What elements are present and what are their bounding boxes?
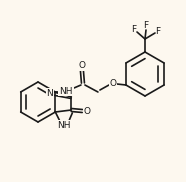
Text: O: O bbox=[109, 78, 116, 88]
Text: N: N bbox=[46, 88, 53, 98]
Text: NH: NH bbox=[58, 120, 71, 130]
Text: NH: NH bbox=[59, 86, 73, 96]
Text: F: F bbox=[132, 25, 137, 35]
Text: F: F bbox=[155, 27, 161, 37]
Text: O: O bbox=[84, 106, 91, 116]
Text: O: O bbox=[78, 62, 85, 70]
Text: F: F bbox=[143, 21, 149, 31]
